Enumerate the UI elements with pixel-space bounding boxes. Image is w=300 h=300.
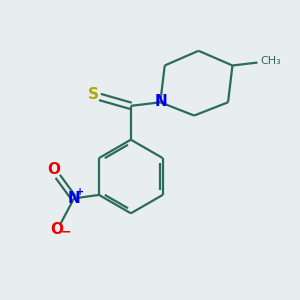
Text: N: N <box>68 191 80 206</box>
Text: S: S <box>88 87 99 102</box>
Text: −: − <box>61 225 71 238</box>
Text: O: O <box>48 162 61 177</box>
Text: O: O <box>51 222 64 237</box>
Text: CH₃: CH₃ <box>260 56 281 66</box>
Text: +: + <box>76 187 85 197</box>
Text: N: N <box>154 94 167 109</box>
